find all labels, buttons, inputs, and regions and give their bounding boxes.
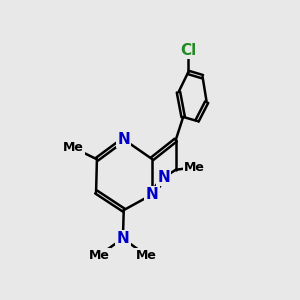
Text: N: N bbox=[116, 231, 129, 246]
Text: N: N bbox=[158, 170, 170, 185]
Text: Me: Me bbox=[135, 248, 156, 262]
Text: Me: Me bbox=[63, 141, 84, 154]
Text: N: N bbox=[146, 187, 158, 202]
Text: Cl: Cl bbox=[180, 43, 196, 58]
Text: N: N bbox=[117, 132, 130, 147]
Text: Me: Me bbox=[184, 161, 205, 174]
Text: Me: Me bbox=[89, 248, 110, 262]
